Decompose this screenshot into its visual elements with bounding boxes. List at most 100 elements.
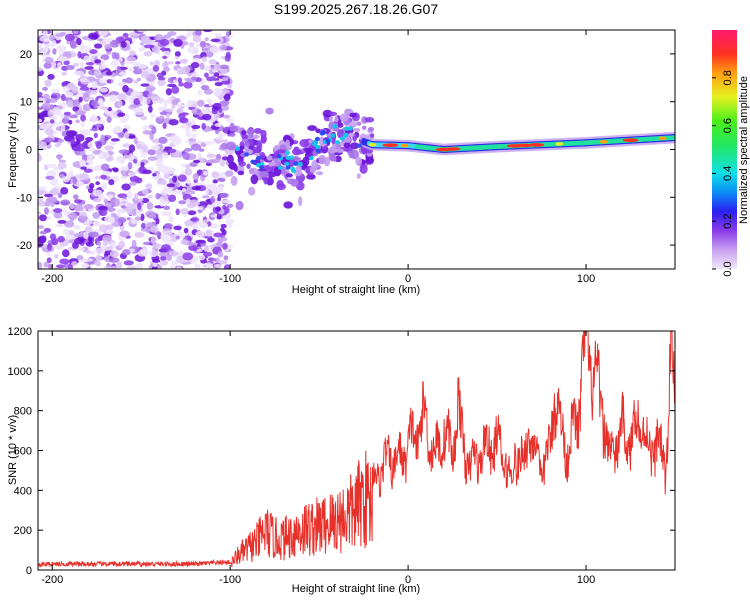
noise-blob xyxy=(109,141,117,146)
noise-blob xyxy=(55,45,67,52)
noise-blob xyxy=(126,266,138,269)
snr-xtick-label: -100 xyxy=(219,574,241,586)
noise-blob xyxy=(222,114,231,119)
noise-blob xyxy=(167,61,175,65)
cluster-blob xyxy=(299,139,310,148)
noise-blob xyxy=(109,39,120,48)
noise-blob xyxy=(73,98,80,107)
noise-blob xyxy=(170,238,178,242)
noise-blob xyxy=(213,87,223,96)
noise-blob xyxy=(211,109,218,115)
noise-blob xyxy=(55,223,64,228)
noise-blob xyxy=(155,217,160,225)
noise-blob xyxy=(147,105,153,113)
noise-blob xyxy=(147,195,153,199)
noise-blob xyxy=(132,91,141,96)
noise-blob xyxy=(87,141,94,148)
cluster-blob xyxy=(285,173,293,178)
noise-blob xyxy=(112,168,119,173)
noise-blob xyxy=(38,196,43,203)
noise-blob xyxy=(215,206,222,212)
noise-blob xyxy=(213,263,222,268)
cluster-blob xyxy=(229,132,236,137)
noise-blob xyxy=(72,62,79,67)
hot-spot xyxy=(400,143,409,148)
hot-spot xyxy=(382,143,399,147)
noise-blob xyxy=(206,154,218,158)
noise-blob xyxy=(56,264,65,269)
noise-blob xyxy=(114,198,120,202)
noise-blob xyxy=(164,222,173,229)
noise-blob xyxy=(65,130,77,137)
noise-blob xyxy=(116,65,121,74)
noise-blob xyxy=(71,85,79,94)
noise-blob xyxy=(48,98,58,104)
cluster-blob xyxy=(356,173,361,179)
noise-blob xyxy=(65,64,75,70)
noise-blob xyxy=(195,43,201,48)
noise-blob xyxy=(68,119,73,125)
noise-blob xyxy=(197,89,203,96)
noise-blob xyxy=(83,204,94,210)
noise-blob xyxy=(178,117,189,124)
noise-blob xyxy=(168,177,174,184)
noise-blob xyxy=(182,151,190,160)
noise-blob xyxy=(135,111,144,116)
noise-blob xyxy=(143,51,153,57)
noise-blob xyxy=(222,242,228,250)
noise-blob xyxy=(49,209,55,215)
noise-blob xyxy=(44,202,51,207)
noise-blob xyxy=(225,30,231,37)
spectrogram-xtick-label: -200 xyxy=(41,273,63,285)
noise-blob xyxy=(194,263,201,269)
noise-blob xyxy=(88,231,99,238)
cluster-core xyxy=(285,155,291,160)
spectrogram-ytick-label: 20 xyxy=(20,49,32,61)
noise-blob xyxy=(95,254,101,262)
noise-blob xyxy=(105,51,112,55)
noise-blob xyxy=(151,243,162,249)
noise-blob xyxy=(44,44,49,53)
cluster-core xyxy=(339,136,345,141)
noise-blob xyxy=(117,132,125,139)
noise-blob xyxy=(189,199,200,207)
noise-blob xyxy=(171,260,179,266)
noise-blob xyxy=(38,44,43,49)
spectrogram-xtick-label: 100 xyxy=(577,273,595,285)
noise-blob xyxy=(183,227,189,234)
noise-blob xyxy=(133,136,138,145)
noise-blob xyxy=(206,98,212,103)
noise-blob xyxy=(186,100,197,104)
cluster-blob xyxy=(226,154,234,164)
noise-blob xyxy=(79,86,90,91)
noise-blob xyxy=(57,192,63,199)
cluster-core xyxy=(250,159,256,164)
noise-blob xyxy=(78,96,83,103)
noise-blob xyxy=(174,51,181,57)
noise-blob xyxy=(225,118,234,123)
snr-xlabel: Height of straight line (km) xyxy=(292,583,420,595)
noise-blob xyxy=(121,205,126,209)
noise-blob xyxy=(74,110,86,116)
cluster-blob xyxy=(307,125,318,132)
noise-blob xyxy=(193,222,198,229)
snr-ytick-label: 200 xyxy=(14,525,32,537)
noise-blob xyxy=(192,159,201,164)
noise-blob xyxy=(66,83,74,89)
noise-blob xyxy=(159,47,171,52)
cluster-core xyxy=(297,161,303,167)
noise-blob xyxy=(63,220,75,228)
colorbar-tick-label: 0.8 xyxy=(722,70,734,85)
noise-blob xyxy=(38,112,48,117)
noise-blob xyxy=(60,187,69,195)
noise-blob xyxy=(82,231,90,239)
cluster-core xyxy=(244,152,250,157)
noise-blob xyxy=(39,214,47,222)
noise-blob xyxy=(102,38,112,44)
noise-blob xyxy=(49,119,55,124)
noise-blob xyxy=(219,192,229,198)
noise-blob xyxy=(59,258,70,265)
noise-blob xyxy=(118,71,127,76)
noise-blob xyxy=(89,116,99,123)
noise-blob xyxy=(191,76,197,81)
